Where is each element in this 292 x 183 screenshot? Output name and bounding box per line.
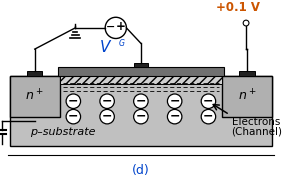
Circle shape — [105, 17, 126, 38]
Circle shape — [134, 94, 148, 109]
Text: −: − — [106, 22, 116, 32]
Bar — [134, 63, 148, 68]
Bar — [58, 68, 224, 76]
Text: (Channel): (Channel) — [232, 126, 283, 136]
Text: +0.1 V: +0.1 V — [216, 1, 260, 14]
Text: −: − — [102, 94, 112, 107]
Circle shape — [66, 94, 81, 109]
Text: p–substrate: p–substrate — [30, 127, 95, 137]
Text: +: + — [116, 20, 126, 33]
Text: −: − — [68, 110, 79, 123]
Bar — [27, 71, 42, 76]
Text: Electrons: Electrons — [232, 117, 280, 127]
Circle shape — [100, 94, 114, 109]
Text: −: − — [169, 110, 180, 123]
Bar — [239, 71, 255, 76]
Circle shape — [167, 94, 182, 109]
Circle shape — [243, 20, 249, 26]
Text: −: − — [169, 94, 180, 107]
Text: −: − — [203, 110, 214, 123]
Text: $n^+$: $n^+$ — [238, 89, 256, 104]
Circle shape — [167, 109, 182, 124]
Bar — [222, 76, 272, 117]
Text: −: − — [68, 94, 79, 107]
Circle shape — [100, 109, 114, 124]
Text: $n^+$: $n^+$ — [25, 89, 44, 104]
Text: $V$: $V$ — [99, 39, 112, 55]
Circle shape — [66, 109, 81, 124]
Text: −: − — [136, 110, 146, 123]
Text: −: − — [102, 110, 112, 123]
Circle shape — [201, 109, 216, 124]
Text: −: − — [203, 94, 214, 107]
Bar — [60, 76, 222, 84]
Bar — [10, 76, 60, 117]
Bar — [10, 76, 272, 146]
Text: −: − — [136, 94, 146, 107]
Circle shape — [201, 94, 216, 109]
Text: (d): (d) — [132, 164, 150, 177]
Text: $_G$: $_G$ — [118, 38, 126, 51]
Circle shape — [134, 109, 148, 124]
